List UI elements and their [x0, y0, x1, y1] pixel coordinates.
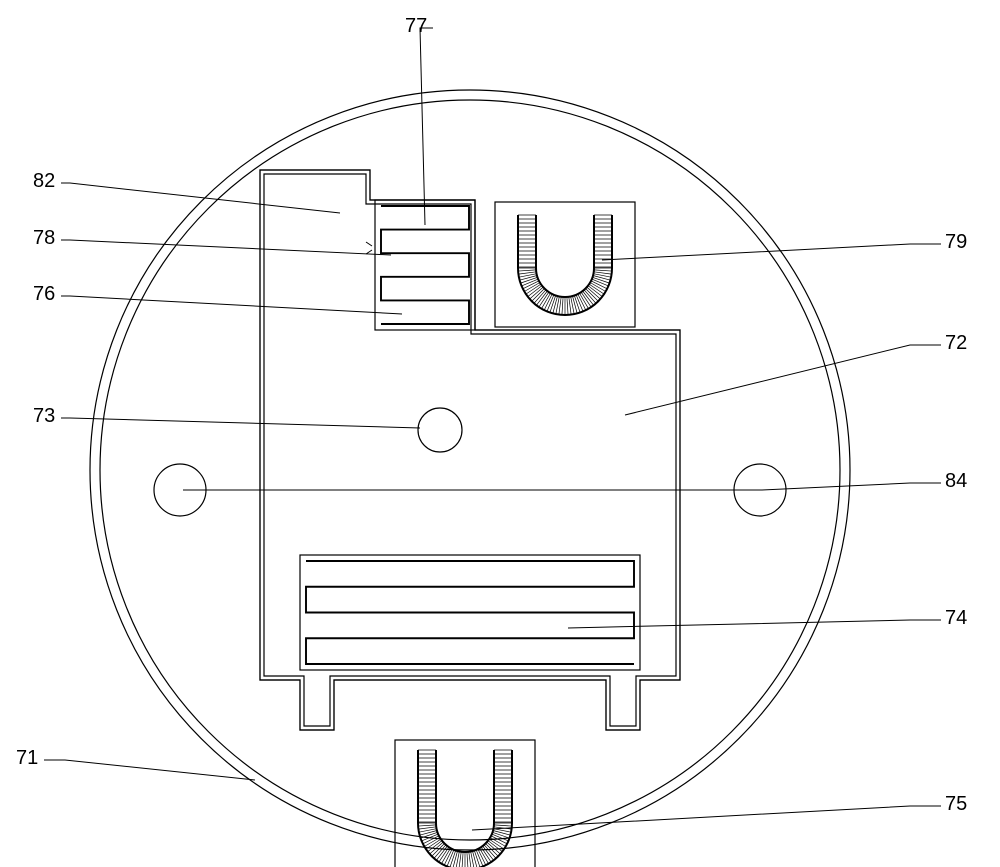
upper-heater-fins — [518, 215, 612, 315]
leader-line — [420, 28, 433, 225]
leader-line — [61, 240, 391, 255]
leader-line — [61, 418, 420, 428]
leader-line — [568, 620, 941, 628]
callout-label: 71 — [16, 747, 38, 770]
diagram-canvas: 77 82 78 76 73 71 79 72 84 74 75 — [0, 0, 1000, 867]
callout-label: 76 — [33, 283, 55, 306]
callout-label: 84 — [945, 470, 967, 493]
callout-label: 79 — [945, 231, 967, 254]
callout-label: 74 — [945, 607, 967, 630]
callout-label: 75 — [945, 793, 967, 816]
leader-line — [625, 345, 941, 415]
serpentine-entry-notch — [366, 242, 372, 254]
inner-circle — [100, 100, 840, 840]
callout-label: 73 — [33, 405, 55, 428]
leader-line — [472, 806, 941, 830]
upper-heater-u-inner — [536, 215, 594, 297]
leader-line — [602, 244, 941, 260]
main-block-outline-2 — [260, 170, 680, 730]
diagram-svg — [0, 0, 1000, 867]
lower-serpentine — [306, 561, 634, 664]
callout-label: 78 — [33, 227, 55, 250]
center-hole — [418, 408, 462, 452]
leader-line — [762, 483, 941, 490]
lower-heater-u-inner — [436, 750, 494, 852]
leader-line — [61, 183, 340, 213]
leader-line — [44, 760, 255, 780]
leader-line — [61, 296, 402, 314]
callout-label: 82 — [33, 170, 55, 193]
main-block-inner — [264, 174, 676, 726]
callout-label: 77 — [405, 15, 427, 38]
callout-label: 72 — [945, 332, 967, 355]
main-block-outline — [260, 170, 680, 730]
